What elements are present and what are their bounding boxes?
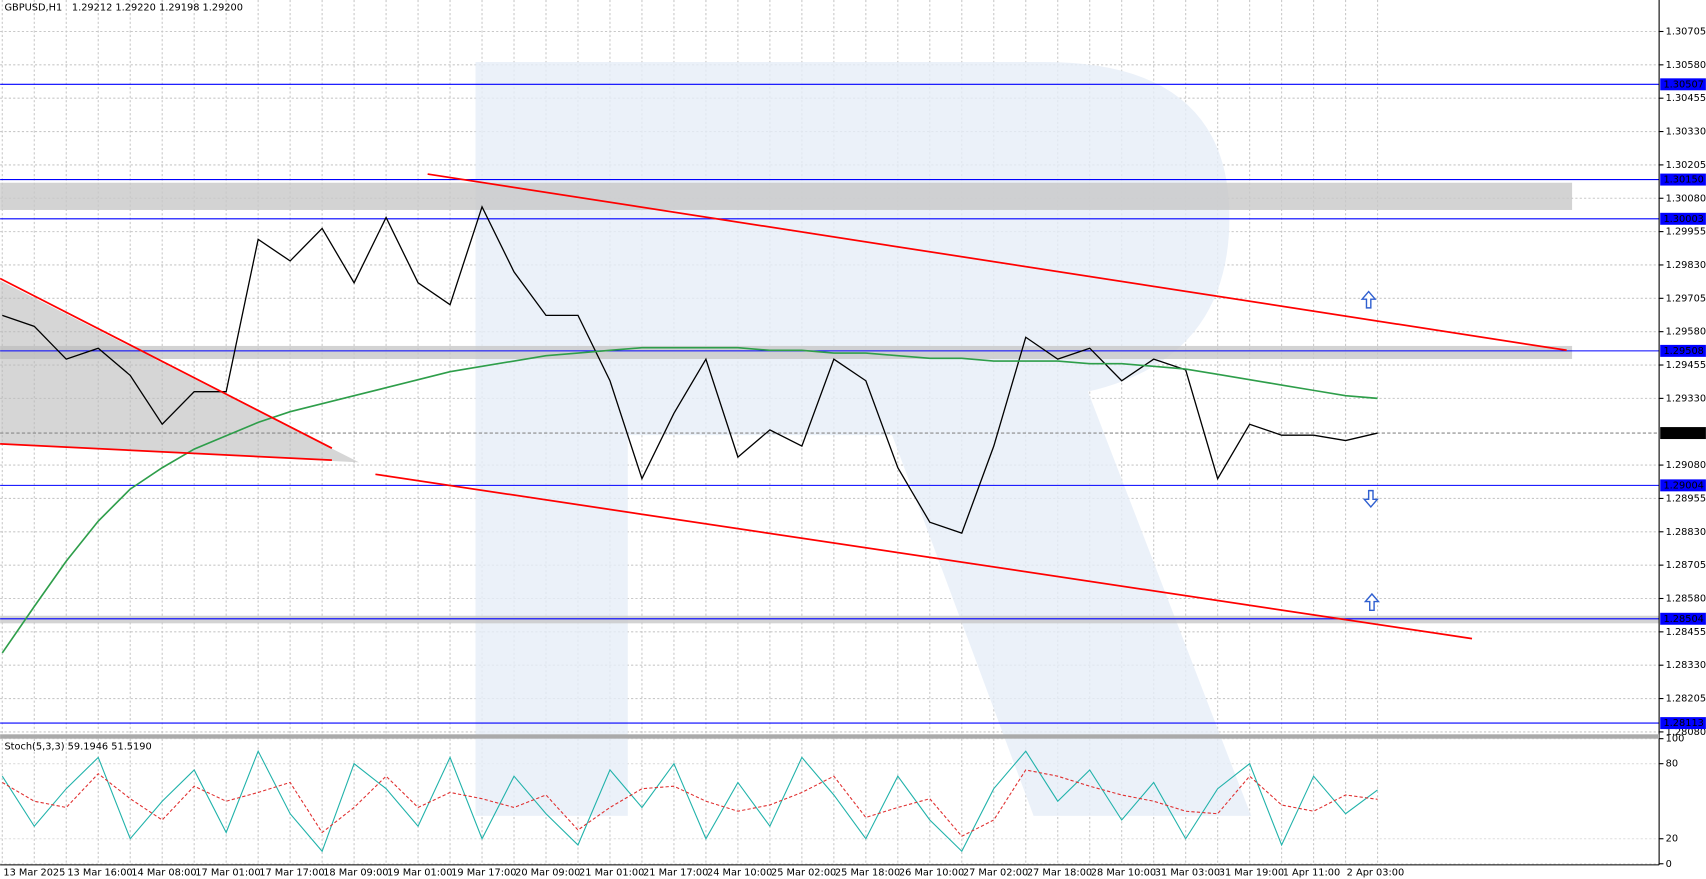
level-label: 1.30150	[1663, 175, 1703, 186]
y-tick-label: 1.30205	[1666, 160, 1706, 171]
stoch-line	[1, 749, 1378, 853]
x-tick-label: 25 Mar 02:00	[771, 867, 836, 878]
trendline	[375, 473, 1473, 640]
x-tick-label: 31 Mar 03:00	[1155, 867, 1220, 878]
x-tick-label: 27 Mar 18:00	[1027, 867, 1092, 878]
y-tick-label: 1.29705	[1666, 293, 1706, 304]
last-price-box	[1660, 427, 1706, 440]
x-tick-label: 14 Mar 08:00	[131, 867, 196, 878]
price-axis	[1659, 0, 1706, 879]
symbol-name: GBPUSD,H1	[4, 3, 62, 14]
y-tick-label: 1.28205	[1666, 694, 1706, 705]
x-tick-label: 20 Mar 09:00	[515, 867, 580, 878]
x-tick-label: 17 Mar 01:00	[195, 867, 260, 878]
y-tick-label: 1.29830	[1666, 260, 1706, 271]
y-tick-label: 1.30455	[1666, 93, 1706, 104]
support-zone	[0, 615, 1660, 624]
y-tick-label: 1.28580	[1666, 593, 1706, 604]
y-tick-label: 1.30705	[1666, 26, 1706, 37]
x-tick-label: 26 Mar 10:00	[899, 867, 964, 878]
x-tick-label: 17 Mar 17:00	[259, 867, 324, 878]
level-label-box	[1660, 173, 1706, 186]
levels	[0, 83, 1660, 724]
stoch-title: Stoch(5,3,3) 59.1946 51.5190	[4, 741, 151, 752]
ohlc: 1.29212 1.29220 1.29198 1.29200	[72, 3, 243, 14]
y-tick-label: 1.28955	[1666, 493, 1706, 504]
x-tick-label: 31 Mar 19:00	[1219, 867, 1284, 878]
level-label: 1.28113	[1663, 718, 1703, 729]
last-price-label: 1.29200	[1663, 428, 1703, 439]
x-tick-label: 21 Mar 17:00	[643, 867, 708, 878]
pivot-zone	[0, 345, 1573, 359]
arrow-up	[1363, 592, 1380, 612]
y-tick-label: 1.30080	[1666, 193, 1706, 204]
x-tick-label: 1 Apr 11:00	[1283, 867, 1341, 878]
trendline	[0, 442, 332, 462]
y-tick-label: 1.29080	[1666, 460, 1706, 471]
trendline	[0, 277, 333, 449]
y-tick-label: 1.29955	[1666, 227, 1706, 238]
arrows	[1360, 290, 1380, 612]
y-tick-label: 1.28455	[1666, 627, 1706, 638]
x-tick-label: 18 Mar 09:00	[323, 867, 388, 878]
x-tick-label: 21 Mar 01:00	[579, 867, 644, 878]
y-tick-label: 1.30580	[1666, 60, 1706, 71]
y-tick-label: 1.28830	[1666, 527, 1706, 538]
level-label-box	[1660, 78, 1706, 91]
price-series	[2, 205, 1378, 534]
x-tick-label: 28 Mar 10:00	[1091, 867, 1156, 878]
level-label-box	[1660, 479, 1706, 492]
y-tick-label: 1.29580	[1666, 327, 1706, 338]
x-tick-label: 13 Mar 2025	[3, 867, 65, 878]
x-tick-label: 19 Mar 01:00	[387, 867, 452, 878]
level-label: 1.30507	[1663, 79, 1703, 90]
arrow-down	[1362, 489, 1379, 509]
y-tick-label: 1.29455	[1666, 360, 1706, 371]
level-label-box	[1660, 717, 1706, 730]
symbol: GBPUSD,H1 1.29212 1.29220 1.29198 1.2920…	[4, 3, 243, 14]
plot	[1, 205, 1378, 853]
level-label-box	[1660, 612, 1706, 625]
panel-separator	[0, 734, 1660, 739]
x-tick-label: 2 Apr 03:00	[1347, 867, 1405, 878]
x-tick-label: 27 Mar 02:00	[963, 867, 1028, 878]
level-label-box	[1660, 344, 1706, 357]
level-label-box	[1660, 212, 1706, 225]
level-label: 1.29508	[1663, 346, 1703, 357]
y-tick-label: 1.28330	[1666, 660, 1706, 671]
x-tick-label: 19 Mar 17:00	[451, 867, 516, 878]
watermark	[475, 62, 1252, 816]
y-tick-label: 20	[1666, 834, 1678, 845]
x-tick-label: 25 Mar 18:00	[835, 867, 900, 878]
y-tick-label: 0	[1666, 859, 1672, 870]
level-label: 1.28504	[1663, 614, 1703, 625]
resistance-zone	[0, 182, 1573, 210]
arrow-up	[1360, 290, 1377, 309]
y-tick-label: 80	[1666, 759, 1678, 770]
x-tick-label: 24 Mar 10:00	[707, 867, 772, 878]
level-label: 1.29004	[1663, 480, 1703, 491]
trendline	[427, 173, 1567, 352]
price-series	[1, 346, 1378, 654]
y-tick-label: 1.28705	[1666, 560, 1706, 571]
x-tick-label: 13 Mar 16:00	[67, 867, 132, 878]
y-tick-label: 1.29330	[1666, 393, 1706, 404]
y-tick-label: 1.28080	[1666, 727, 1706, 738]
trendlines	[0, 173, 1567, 640]
y-tick-label: 1.30330	[1666, 127, 1706, 138]
y-tick-label: 100	[1666, 734, 1685, 745]
level-label: 1.30003	[1663, 214, 1703, 225]
